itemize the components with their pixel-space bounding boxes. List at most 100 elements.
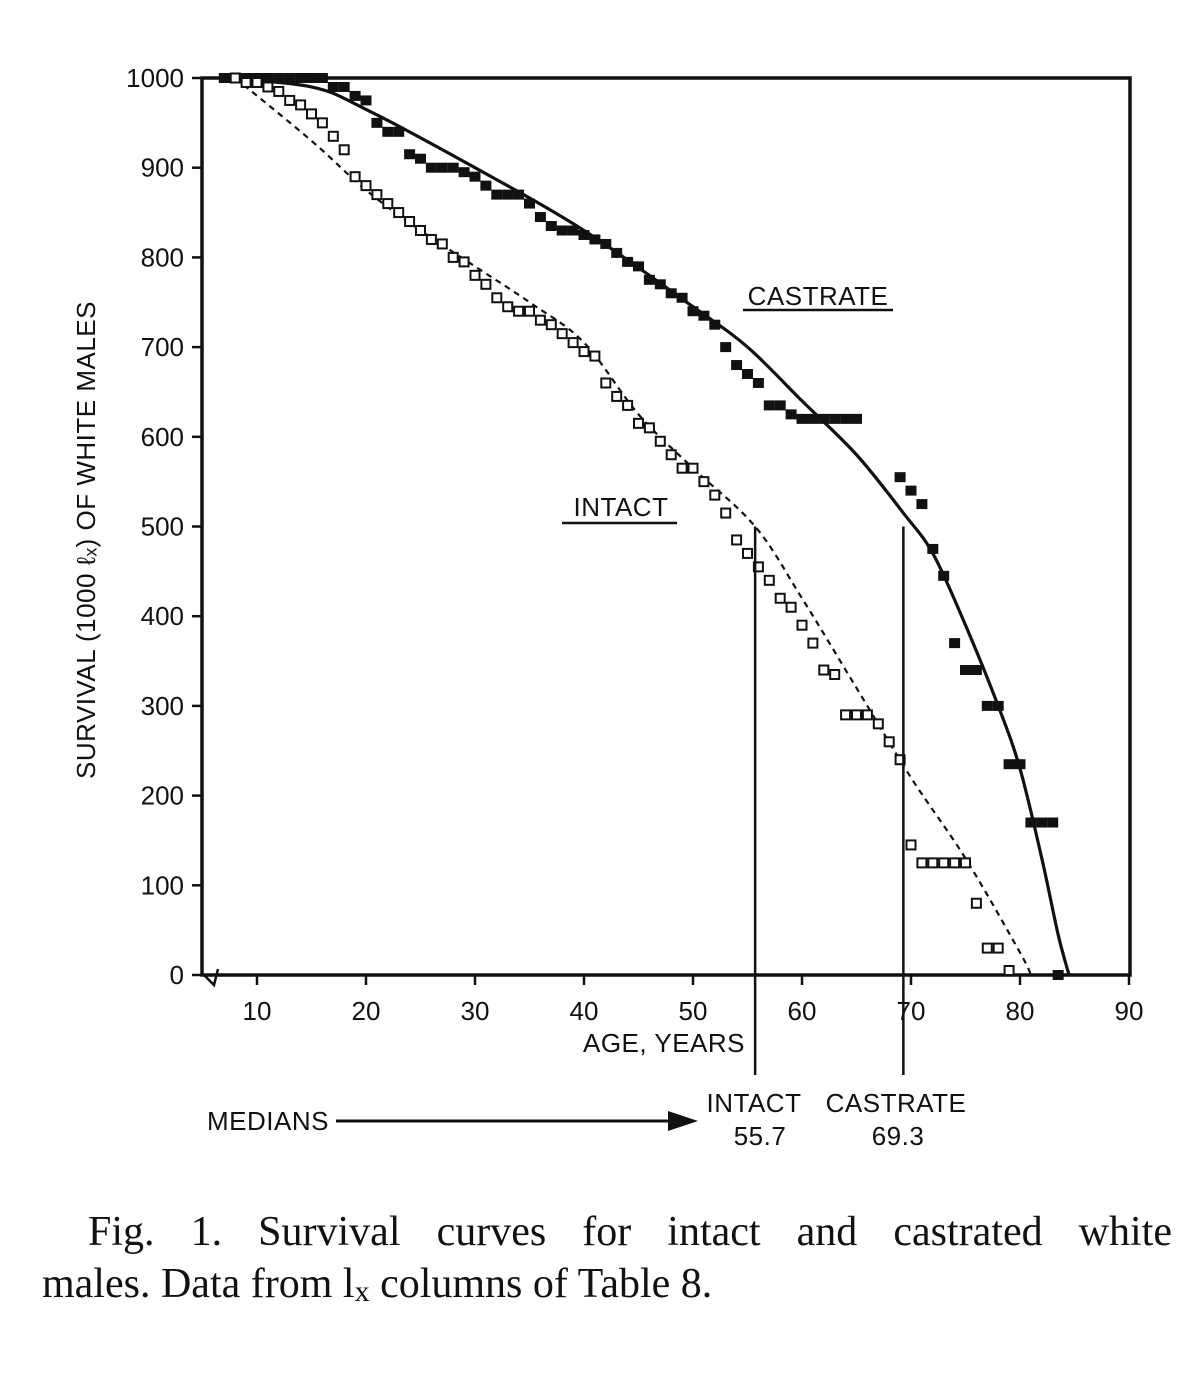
intact-data-point [480,278,492,290]
x-tick-label: 50 [679,996,708,1026]
castrate-data-point [763,400,775,411]
castrate-data-point [1047,817,1059,828]
intact-data-point [949,857,961,869]
intact-data-point [295,99,307,111]
castrate-data-point [513,189,525,200]
intact-data-point [578,346,590,358]
y-tick-label: 900 [141,153,184,183]
castrate-data-point [404,149,416,160]
intact-data-point [872,718,884,730]
castrate-data-point [709,319,721,330]
intact-data-point [883,736,895,748]
castrate-data-point [534,212,546,223]
x-tick-label: 80 [1006,996,1035,1026]
castrate-data-point [774,400,786,411]
castrate-data-point [436,162,448,173]
caption-line-2-start: males. Data from l [42,1261,355,1307]
intact-data-point [622,399,634,411]
castrate-data-point [1003,759,1015,770]
intact-data-point [338,144,350,156]
castrate-data-point [524,198,535,209]
intact-data-point [425,233,437,245]
castrate-data-point [556,225,568,236]
medians-arrow-head [668,1111,698,1131]
castrate-data-point [731,360,743,371]
castrate-data-point [698,310,710,321]
intact-data-point [251,76,263,88]
intact-data-point [840,709,852,721]
castrate-data-point [382,126,394,137]
castrate-data-point [502,189,514,200]
intact-data-point [469,269,481,281]
y-tick-label: 1000 [126,63,184,93]
intact-median-name: INTACT [707,1088,802,1118]
intact-data-point [404,216,416,228]
intact-data-point [556,328,568,340]
castrate-data-point [458,167,470,178]
intact-data-point [720,507,732,519]
castrate-data-point [415,153,426,164]
y-tick-label: 500 [141,512,184,542]
intact-data-point [960,857,971,869]
castrate-data-point [469,171,481,182]
y-tick-label: 100 [141,870,184,900]
intact-data-point [262,81,274,93]
intact-data-point [415,224,426,236]
castrate-data-point [851,413,862,424]
survival-chart: 0 100 200 300 400 500 600 700 800 900 1000 10 20 30 4… [71,63,1144,1151]
intact-data-point [360,180,372,192]
caption-subscript: x [354,1275,370,1308]
castrate-data-point [720,342,732,353]
castrate-series-label: CASTRATE [748,281,889,311]
caption-line-2: males. Data from lx columns of Table 8. [42,1258,1172,1310]
intact-data-point [861,709,873,721]
castrate-data-point [545,221,557,232]
intact-data-point [851,709,862,721]
intact-median-value: 55.7 [734,1121,787,1151]
castrate-data-point [1036,817,1048,828]
intact-data-point [229,72,241,84]
intact-data-point [273,85,285,97]
x-tick-label: 60 [788,996,817,1026]
castrate-data-point [284,73,296,83]
intact-data-point [382,198,394,210]
castrate-data-point [916,499,928,510]
intact-data-point [513,305,525,317]
intact-data-point [316,117,328,129]
intact-data-point [992,942,1004,954]
castrate-data-point [938,570,950,581]
plot-border [200,76,1132,977]
intact-data-point [458,256,470,268]
y-tick-label: 700 [141,332,184,362]
castrate-data-point [633,261,644,272]
intact-data-point [349,171,361,183]
medians-label: MEDIANS [207,1106,329,1136]
castrate-data-point [371,117,383,128]
intact-data-point [742,547,753,559]
caption-line-1: Fig. 1. Survival curves for intact and c… [88,1209,1172,1255]
x-axis: 10 20 30 40 50 60 70 80 90 [203,968,1144,1026]
y-tick-label: 400 [141,601,184,631]
intact-data-point [371,189,383,201]
castrate-data-point [273,73,285,83]
intact-data-point [447,251,459,263]
intact-data-point [970,897,982,909]
castrate-data-point [349,90,361,101]
x-tick-label: 90 [1115,996,1144,1026]
intact-data-point [916,857,928,869]
intact-data-point [643,422,655,434]
x-tick-label: 70 [897,996,926,1026]
intact-data-point [534,314,546,326]
castrate-data-point [785,409,797,420]
intact-data-point [611,390,623,402]
intact-data-point [807,637,819,649]
castrate-data-point [425,162,437,173]
intact-series-label: INTACT [574,492,669,522]
intact-data-point [589,350,601,362]
castrate-median-value: 69.3 [872,1121,925,1151]
median-lines [753,526,905,1075]
castrate-data-point [752,377,764,388]
castrate-data-point [218,73,230,83]
intact-data-point [327,130,339,142]
y-tick-label: 0 [170,960,184,990]
